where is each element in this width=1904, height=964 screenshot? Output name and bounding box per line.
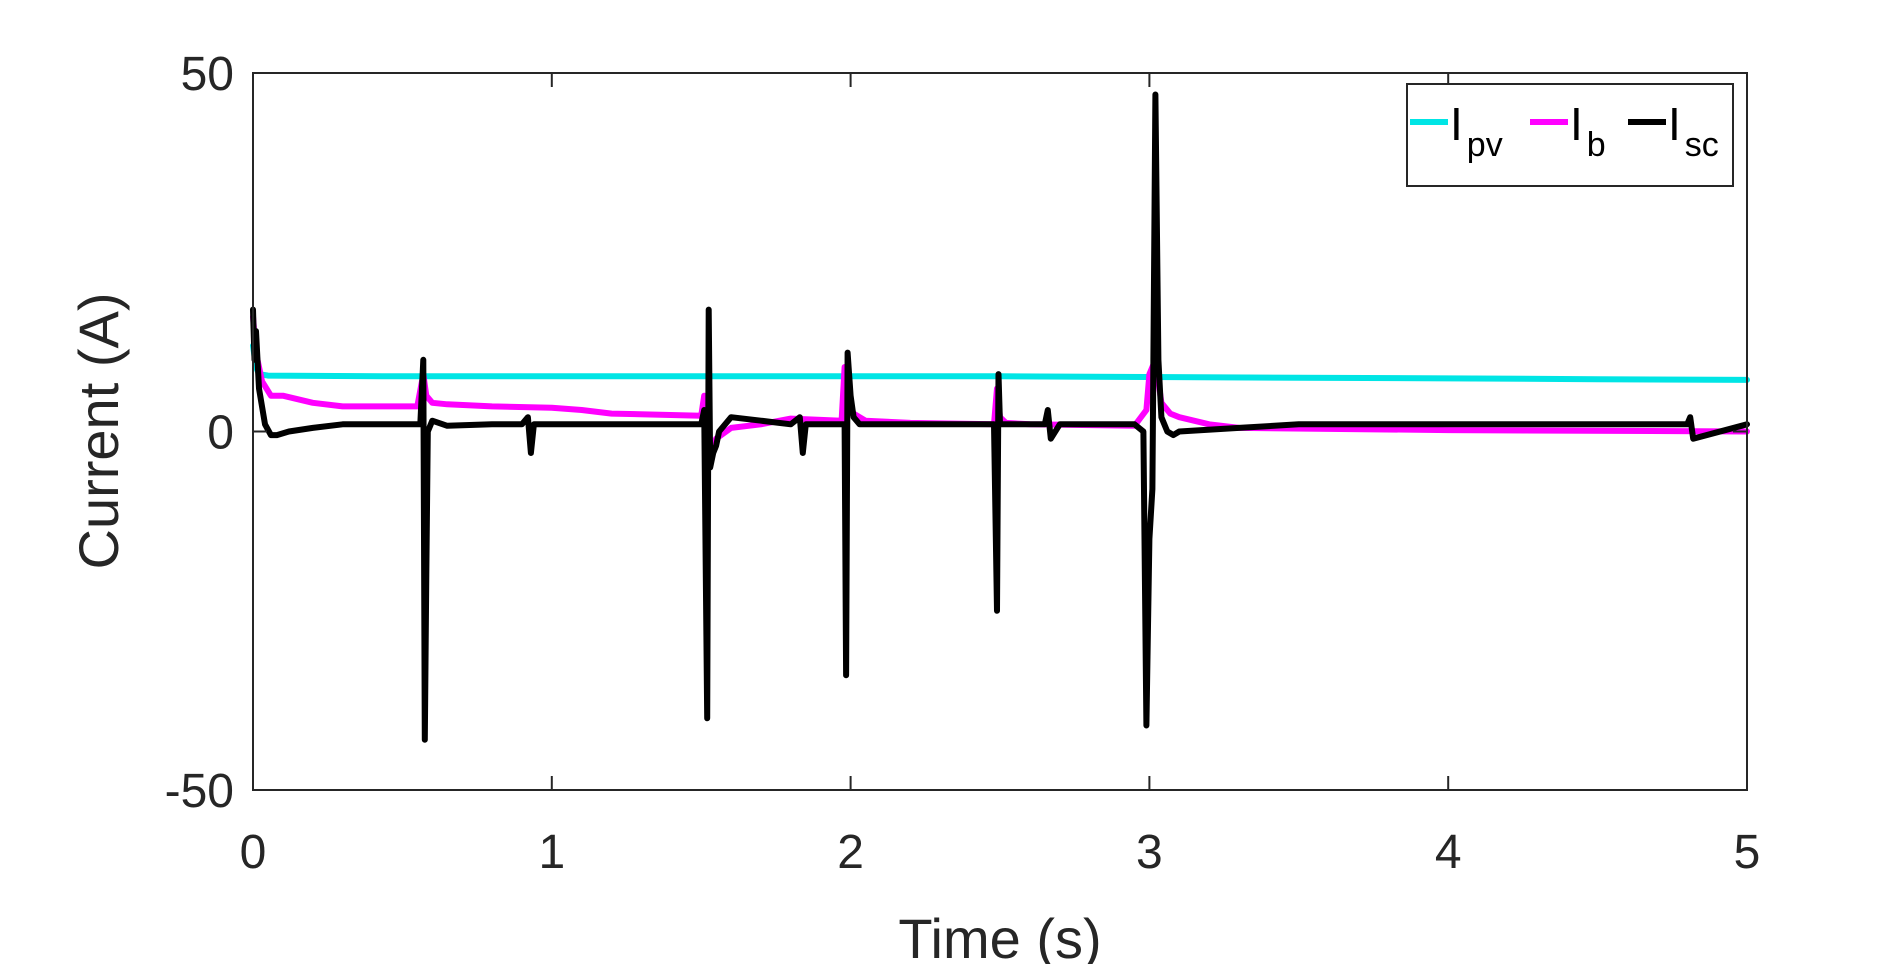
x-tick-label: 3: [1136, 826, 1163, 879]
y-tick-label: 50: [181, 48, 234, 101]
x-axis-label: Time (s): [898, 907, 1101, 964]
x-tick-label: 4: [1435, 826, 1462, 879]
series-line-sc: [250, 91, 1750, 743]
x-tick-label: 5: [1734, 826, 1761, 879]
x-tick-label: 1: [538, 826, 565, 879]
y-axis-label: Current (A): [67, 293, 130, 570]
y-tick-label: 0: [207, 407, 234, 460]
x-tick-label: 0: [240, 826, 267, 879]
x-tick-label: 2: [837, 826, 864, 879]
legend-box: [1406, 83, 1734, 187]
y-tick-label: -50: [165, 765, 234, 818]
series-layer: [250, 91, 1750, 743]
